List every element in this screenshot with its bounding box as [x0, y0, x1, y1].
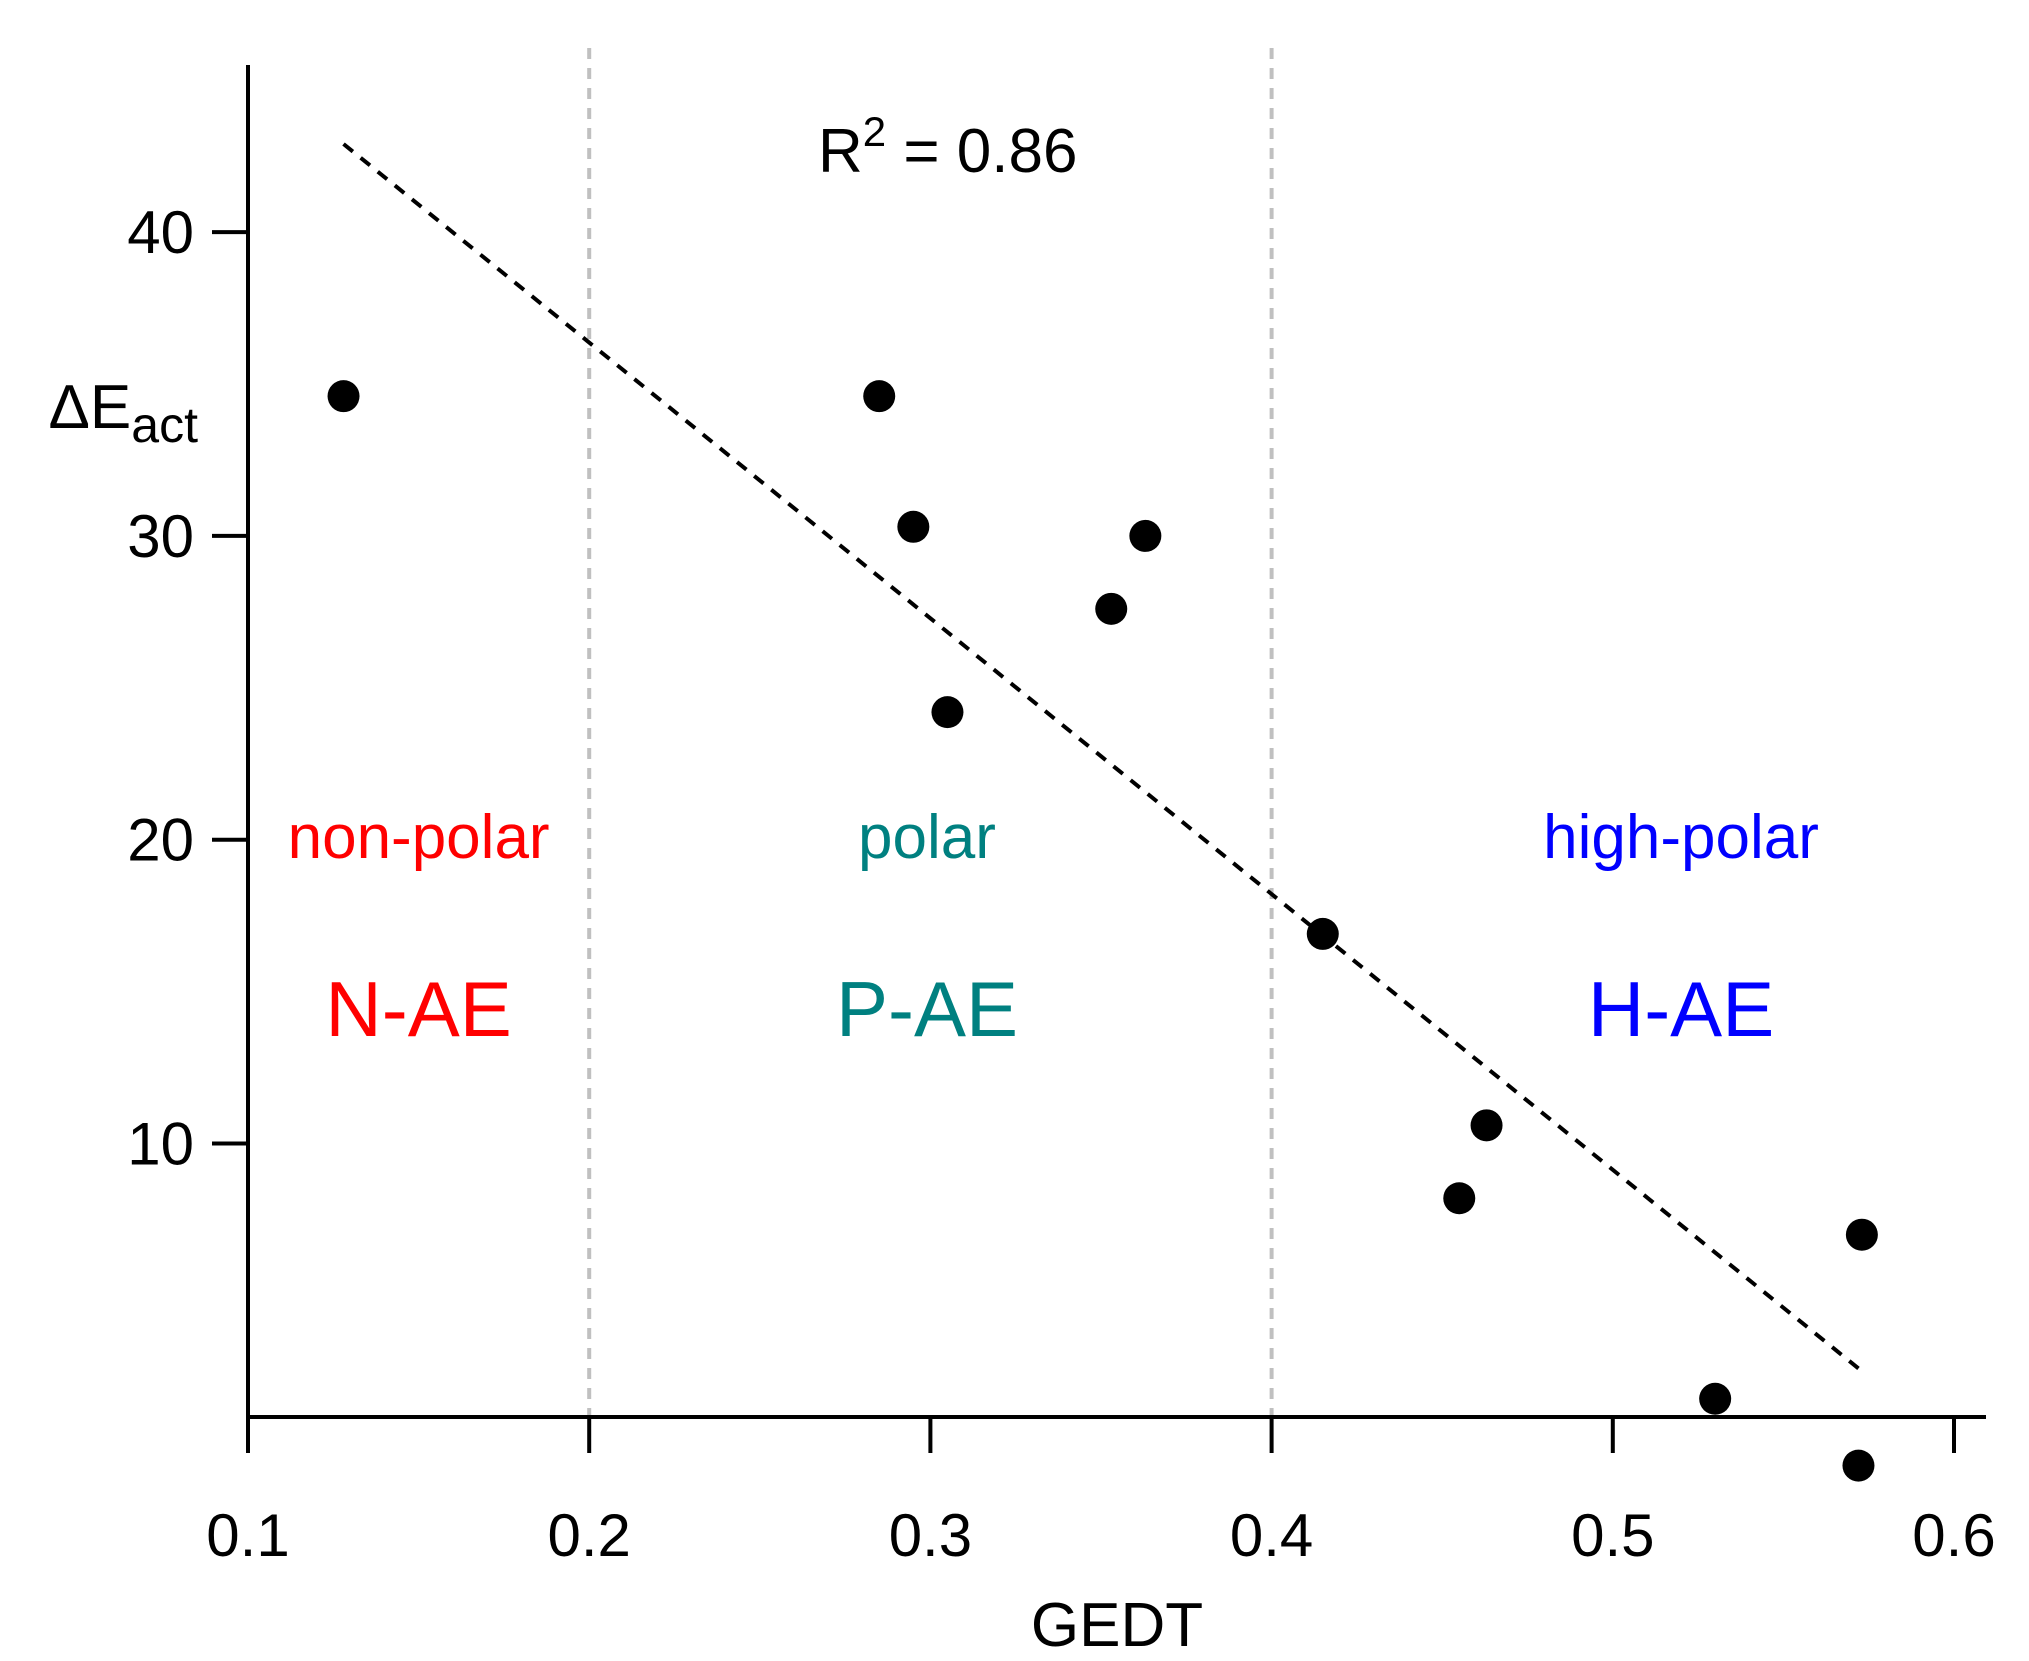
x-axis-title: GEDT — [1031, 1591, 1203, 1660]
data-point — [897, 510, 930, 543]
data-point — [1443, 1182, 1476, 1215]
data-point — [1306, 917, 1339, 950]
data-point — [1845, 1218, 1878, 1251]
region-name: H-AE — [1588, 965, 1774, 1053]
data-point — [931, 696, 964, 729]
region-name: N-AE — [325, 965, 511, 1053]
data-points — [327, 380, 1878, 1482]
x-axis-ticks: 0.1 0.2 0.3 0.4 0.5 0.6 — [206, 1417, 1996, 1569]
x-tick-label: 0.2 — [547, 1502, 630, 1569]
y-tick-label: 40 — [127, 199, 194, 266]
y-axis-title: ΔEact — [49, 373, 199, 453]
fit-line-group — [342, 142, 1860, 1370]
data-point — [863, 380, 896, 413]
y-axis-title-main: ΔE — [49, 373, 132, 442]
region-name: P-AE — [836, 965, 1018, 1053]
data-point — [1095, 592, 1128, 625]
region-label: non-polar — [288, 803, 550, 872]
y-axis-title-subscript: act — [131, 397, 198, 453]
r-squared-superscript: 2 — [863, 108, 886, 155]
r-squared-annotation: R2 = 0.86 — [818, 108, 1077, 186]
region-labels: non-polar N-AE polar P-AE high-polar H-AE — [288, 803, 1819, 1053]
region-boundaries — [587, 48, 1274, 1417]
x-tick-label: 0.4 — [1230, 1502, 1313, 1569]
x-tick-label: 0.6 — [1912, 1502, 1995, 1569]
data-point — [1842, 1449, 1875, 1482]
data-point — [1699, 1382, 1732, 1415]
r-squared-label: R — [818, 117, 863, 186]
x-tick-label: 0.3 — [889, 1502, 972, 1569]
y-tick-label: 30 — [127, 503, 194, 570]
data-point — [327, 380, 360, 413]
y-tick-label: 20 — [127, 807, 194, 874]
region-label: high-polar — [1543, 803, 1819, 872]
regression-fit-line — [342, 142, 1860, 1370]
data-point — [1129, 519, 1162, 552]
region-label: polar — [858, 803, 996, 872]
y-tick-label: 10 — [127, 1111, 194, 1178]
x-tick-label: 0.5 — [1571, 1502, 1654, 1569]
y-axis-ticks: 10 20 30 40 — [127, 199, 248, 1178]
x-tick-label: 0.1 — [206, 1502, 289, 1569]
data-point — [1470, 1109, 1503, 1142]
r-squared-value: = 0.86 — [886, 117, 1077, 186]
